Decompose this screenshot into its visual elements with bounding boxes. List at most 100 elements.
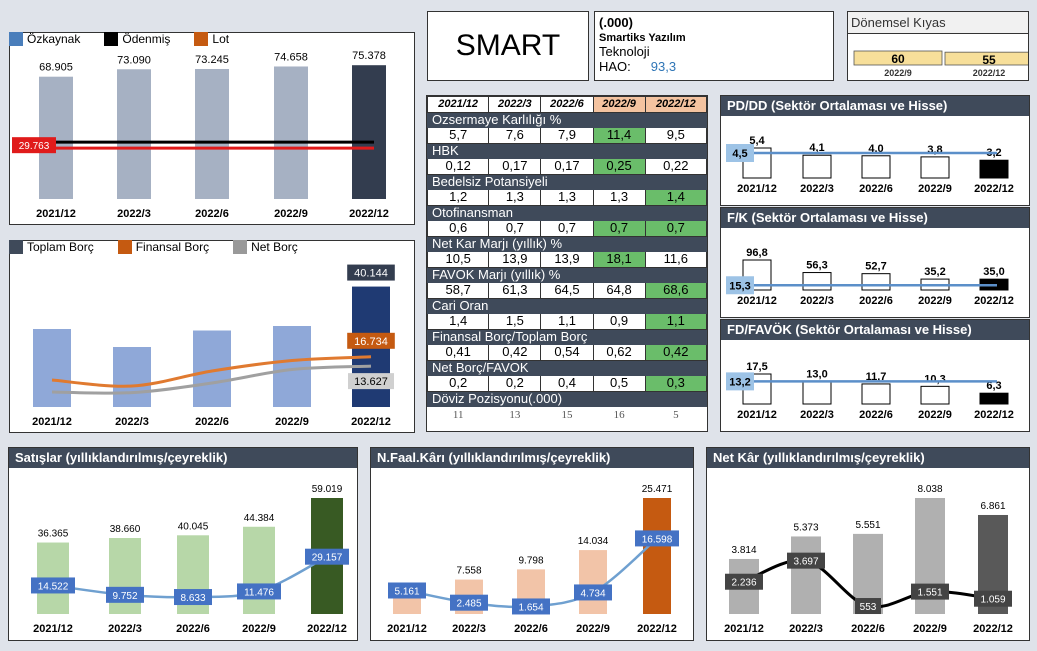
ratio-table: 2021/12 2022/3 2022/6 2022/9 2022/12 Ozsermay… xyxy=(426,95,708,432)
metric-value: 0,12 xyxy=(426,158,490,175)
total-debt-value-label: 40.144 xyxy=(354,268,388,280)
annual-value-label: 38.660 xyxy=(110,524,141,535)
annual-bar xyxy=(579,550,607,614)
metric-value: 0,9 xyxy=(592,313,646,330)
quarterly-value-label: 16.598 xyxy=(642,534,673,545)
equity-value-label: 73.245 xyxy=(195,54,229,66)
quarterly-value-label: 553 xyxy=(860,602,877,613)
pddd-chart: 5,42021/124,12022/34,02022/63,82022/93,2… xyxy=(726,135,1014,195)
valuation-bar xyxy=(920,385,950,405)
quarterly-value-label: 2.485 xyxy=(456,599,481,610)
metric-value-row: 5,7 7,6 7,9 11,4 9,5 xyxy=(426,127,708,144)
metric-value-row: 11 13 15 16 5 xyxy=(428,407,707,423)
valuation-bar xyxy=(920,156,950,179)
metric-value: 9,5 xyxy=(644,127,708,144)
period-bar xyxy=(853,50,943,66)
quarterly-value-label-bg xyxy=(787,552,825,569)
metric-name: Döviz Pozisyonu(.000) xyxy=(427,390,707,407)
metric-name-row: Cari Oran xyxy=(427,297,707,314)
x-tick-label: 2022/6 xyxy=(514,623,548,635)
ticker-symbol: SMART xyxy=(455,29,561,62)
valuation-value-label: 6,3 xyxy=(986,380,1001,392)
quarterly-value-label-bg xyxy=(512,598,550,615)
quarterly-value-label-bg xyxy=(725,573,763,590)
x-tick-label: 2022/3 xyxy=(800,295,834,307)
metric-value: 61,3 xyxy=(488,282,542,299)
metric-name: Net Kar Marjı (yıllık) % xyxy=(427,235,707,252)
legend-item-lot: Lot xyxy=(194,32,229,46)
lot-value-label: 29.763 xyxy=(19,141,50,152)
quarterly-value-label: 1.059 xyxy=(980,595,1005,606)
x-tick-label: 2022/6 xyxy=(859,183,893,195)
fin-debt-value-label: 16.734 xyxy=(354,336,388,348)
equity-chart: 68.905 2021/12 73.090 2022/3 73.245 2022/6 74.… xyxy=(12,50,389,220)
legend-label: Özkaynak xyxy=(27,32,81,46)
valuation-bar xyxy=(861,155,891,179)
hao-value: 93,3 xyxy=(650,59,677,74)
quarterly-value-label: 11.476 xyxy=(244,587,274,598)
metric-name: Otofinansman xyxy=(427,204,707,221)
metric-value: 1,3 xyxy=(540,189,594,206)
annual-value-label: 14.034 xyxy=(578,536,609,547)
period-header: 2022/3 xyxy=(488,96,542,113)
period-header: 2021/12 xyxy=(426,96,490,113)
x-tick-label: 2022/3 xyxy=(800,183,834,195)
legend-item-equity: Özkaynak xyxy=(9,32,80,46)
sector-average-bg xyxy=(726,372,754,391)
metric-name-row: Otofinansman xyxy=(427,204,707,221)
annual-value-label: 8.038 xyxy=(917,484,942,495)
period-value: 55 xyxy=(982,53,996,67)
metric-name: Finansal Borç/Toplam Borç xyxy=(427,328,707,345)
ticker-box: SMART xyxy=(427,11,589,81)
metric-value: 1,5 xyxy=(488,313,542,330)
period-label: 2022/9 xyxy=(884,68,912,78)
valuation-value-label: 13,0 xyxy=(806,369,827,381)
metric-value: 11 xyxy=(452,408,464,421)
quarterly-value-label-bg xyxy=(174,589,212,606)
metric-value: 15 xyxy=(561,408,573,421)
metric-name-row: Net Borç/FAVOK xyxy=(427,359,707,376)
valuation-bar xyxy=(861,383,891,405)
metric-value: 5 xyxy=(673,408,679,421)
annual-bar xyxy=(243,526,275,614)
quarterly-value-label: 9.752 xyxy=(112,591,137,602)
metric-value: 1,1 xyxy=(644,313,708,330)
quarterly-value-label: 2.236 xyxy=(731,578,756,589)
metric-value: 0,2 xyxy=(488,375,542,392)
x-tick-label: 2021/12 xyxy=(36,208,76,220)
legend-swatch xyxy=(194,32,209,46)
metric-value: 0,6 xyxy=(426,220,490,237)
equity-bar xyxy=(195,68,229,199)
metric-name: Cari Oran xyxy=(427,297,707,314)
quarterly-value-label-bg xyxy=(450,594,488,611)
x-tick-label: 2022/9 xyxy=(918,409,952,421)
metric-value: 68,6 xyxy=(644,282,708,299)
metric-name-row: Ozsermaye Karlılığı % xyxy=(427,111,707,128)
lot-value-label-bg xyxy=(12,137,56,154)
x-tick-label: 2022/12 xyxy=(973,623,1013,635)
fin-debt-value-label-bg xyxy=(347,332,395,349)
x-tick-label: 2022/12 xyxy=(974,183,1014,195)
sector-average-label: 15,3 xyxy=(729,280,750,292)
debt-panel: 2021/12 2022/3 2022/6 2022/9 2022/12 40.144 16… xyxy=(9,240,415,433)
sector-average-label: 13,2 xyxy=(729,376,750,388)
metric-value: 0,5 xyxy=(592,375,646,392)
metric-name-row: FAVOK Marjı (yıllık) % xyxy=(427,266,707,283)
equity-bar xyxy=(274,66,308,199)
period-compare-title: Dönemsel Kıyas xyxy=(848,12,1028,34)
fdfavok-panel: FD/FAVÖK (Sektör Ortalaması ve Hisse) 17… xyxy=(720,319,1030,432)
sector-average-bg xyxy=(726,276,754,295)
x-tick-label: 2022/9 xyxy=(918,295,952,307)
sales-chart: 36.365 2021/12 38.660 2022/3 40.045 2022/6 44.… xyxy=(31,484,349,635)
sector-average-bg xyxy=(726,144,754,162)
metric-value: 0,7 xyxy=(644,220,708,237)
metric-value: 0,2 xyxy=(426,375,490,392)
metric-value: 18,1 xyxy=(592,251,646,268)
netprofit-title: Net Kâr (yıllıklandırılmış/çeyreklik) xyxy=(707,448,1029,468)
annual-value-label: 44.384 xyxy=(244,513,275,524)
metric-name: HBK xyxy=(427,142,707,159)
metric-value-row: 1,2 1,3 1,3 1,3 1,4 xyxy=(426,189,708,206)
net-debt-line xyxy=(51,364,372,395)
metric-value: 0,25 xyxy=(592,158,646,175)
